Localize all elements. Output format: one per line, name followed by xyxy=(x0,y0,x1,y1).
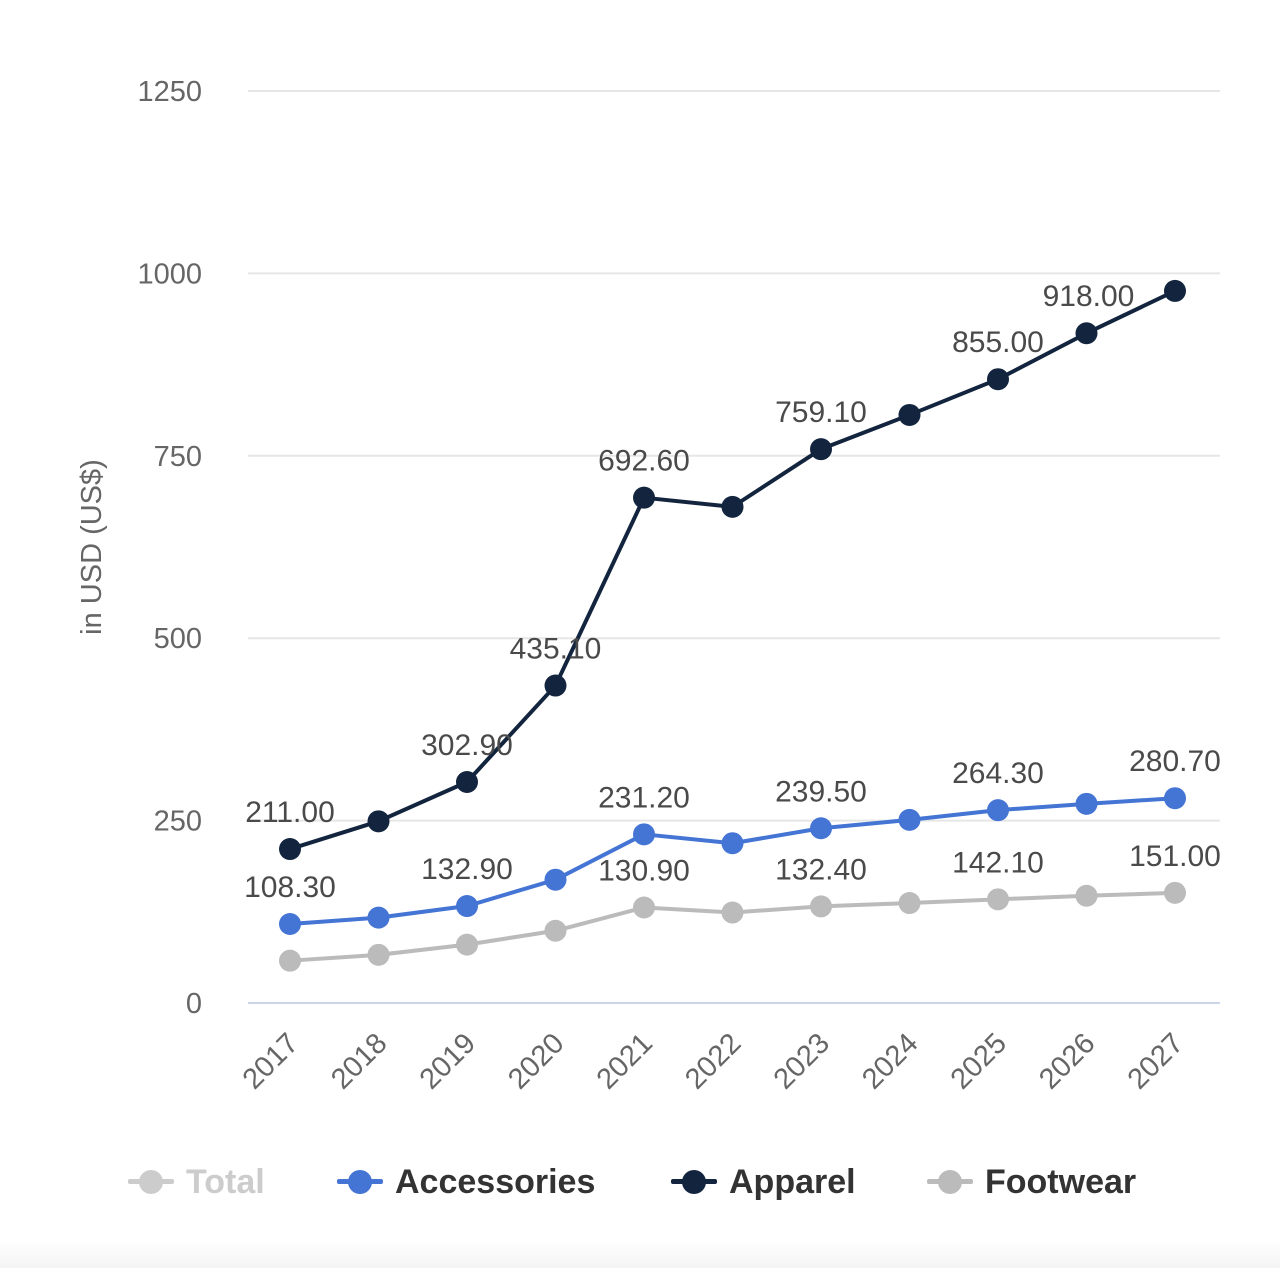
accessories-point-2022[interactable] xyxy=(721,832,744,855)
legend-label: Apparel xyxy=(729,1162,856,1201)
apparel-point-2022[interactable] xyxy=(721,495,744,518)
y-tick-label: 750 xyxy=(154,441,202,473)
legend-item-apparel[interactable]: Apparel xyxy=(671,1160,856,1204)
accessories-point-2018[interactable] xyxy=(367,906,390,929)
line-chart: 0 250 500 750 1000 1250 in USD (US$) 2017 2018… xyxy=(76,76,1221,1096)
y-tick-label: 1000 xyxy=(137,258,202,290)
x-tick-label: 2023 xyxy=(768,1027,836,1095)
apparel-point-2026[interactable] xyxy=(1075,322,1098,345)
footwear-data-label: 130.90 xyxy=(598,854,690,887)
y-axis-title: in USD (US$) xyxy=(76,459,108,635)
accessories-point-2023[interactable] xyxy=(810,817,832,840)
accessories-point-2026[interactable] xyxy=(1075,792,1098,815)
y-tick-label: 250 xyxy=(154,806,202,838)
apparel-point-2027[interactable] xyxy=(1164,279,1186,302)
y-tick-label: 500 xyxy=(154,623,202,655)
y-tick-label: 0 xyxy=(186,988,202,1020)
legend-symbol-icon xyxy=(927,1160,973,1204)
apparel-point-2025[interactable] xyxy=(987,368,1009,391)
footwear-point-2018[interactable] xyxy=(367,943,390,966)
footwear-data-label: 142.10 xyxy=(952,846,1044,879)
accessories-point-2019[interactable] xyxy=(456,895,478,918)
chart-legend: Total Accessories Apparel Footwear xyxy=(0,1160,1280,1204)
accessories-data-label: 264.30 xyxy=(952,757,1044,790)
x-tick-label: 2024 xyxy=(856,1027,924,1095)
apparel-data-label: 302.90 xyxy=(421,729,513,762)
apparel-point-2017[interactable] xyxy=(279,838,301,861)
y-axis: 0 250 500 750 1000 1250 xyxy=(137,76,202,1020)
legend-item-footwear[interactable]: Footwear xyxy=(927,1160,1136,1204)
x-tick-label: 2025 xyxy=(945,1027,1013,1095)
footwear-point-2026[interactable] xyxy=(1075,884,1098,907)
x-tick-label: 2020 xyxy=(502,1027,570,1095)
y-tick-label: 1250 xyxy=(137,76,202,108)
footwear-data-label: 132.40 xyxy=(775,853,867,886)
footwear-data-label: 151.00 xyxy=(1129,840,1221,873)
x-tick-label: 2027 xyxy=(1122,1027,1190,1095)
legend-symbol-icon xyxy=(128,1160,174,1204)
x-axis: 2017 2018 2019 2020 2021 2022 2023 2024 2025 2026… xyxy=(237,1027,1190,1095)
footwear-point-2019[interactable] xyxy=(456,933,478,956)
accessories-point-2024[interactable] xyxy=(898,808,921,831)
accessories-point-2025[interactable] xyxy=(987,799,1009,822)
footwear-point-2022[interactable] xyxy=(721,901,744,924)
accessories-data-label: 239.50 xyxy=(775,775,867,808)
x-tick-label: 2021 xyxy=(591,1027,659,1095)
chart-series xyxy=(279,279,1186,972)
x-tick-label: 2026 xyxy=(1033,1027,1101,1095)
accessories-point-2027[interactable] xyxy=(1164,787,1186,810)
legend-item-total[interactable]: Total xyxy=(128,1160,265,1204)
accessories-data-label: 108.30 xyxy=(244,871,336,904)
x-tick-label: 2022 xyxy=(679,1027,747,1095)
footwear-point-2023[interactable] xyxy=(810,895,832,918)
apparel-point-2024[interactable] xyxy=(898,403,921,426)
footwear-point-2025[interactable] xyxy=(987,888,1009,911)
footwear-point-2017[interactable] xyxy=(279,949,301,972)
footwear-point-2020[interactable] xyxy=(544,919,567,942)
accessories-data-label: 280.70 xyxy=(1129,745,1221,778)
legend-item-accessories[interactable]: Accessories xyxy=(337,1160,595,1204)
legend-label: Total xyxy=(186,1162,265,1201)
legend-label: Accessories xyxy=(395,1162,596,1201)
apparel-point-2023[interactable] xyxy=(810,438,832,461)
bottom-fade xyxy=(0,1240,1280,1268)
apparel-data-label: 759.10 xyxy=(775,396,867,429)
legend-symbol-icon xyxy=(671,1160,717,1204)
x-tick-label: 2018 xyxy=(325,1027,393,1095)
footwear-point-2021[interactable] xyxy=(633,896,655,919)
accessories-data-label: 132.90 xyxy=(421,853,513,886)
apparel-point-2021[interactable] xyxy=(633,486,655,509)
apparel-data-label: 435.10 xyxy=(510,633,602,666)
accessories-point-2021[interactable] xyxy=(633,823,655,846)
chart-grid xyxy=(248,90,1220,1004)
accessories-point-2020[interactable] xyxy=(544,868,567,891)
apparel-data-label: 211.00 xyxy=(245,796,335,829)
legend-symbol-icon xyxy=(337,1160,383,1204)
apparel-data-label: 692.60 xyxy=(598,445,690,478)
x-tick-label: 2019 xyxy=(414,1027,482,1095)
footwear-point-2024[interactable] xyxy=(898,892,921,915)
accessories-point-2017[interactable] xyxy=(279,912,301,935)
data-labels: 130.90 132.40 142.10 151.00 108.30 132.90 231.… xyxy=(244,280,1221,904)
apparel-point-2020[interactable] xyxy=(544,674,567,697)
legend-label: Footwear xyxy=(985,1162,1137,1201)
accessories-data-label: 231.20 xyxy=(598,781,690,814)
apparel-data-label: 855.00 xyxy=(952,326,1044,359)
x-tick-label: 2017 xyxy=(237,1027,305,1095)
footwear-point-2027[interactable] xyxy=(1164,881,1186,904)
apparel-point-2019[interactable] xyxy=(456,771,478,794)
apparel-data-label: 918.00 xyxy=(1043,280,1135,313)
apparel-point-2018[interactable] xyxy=(367,810,390,833)
